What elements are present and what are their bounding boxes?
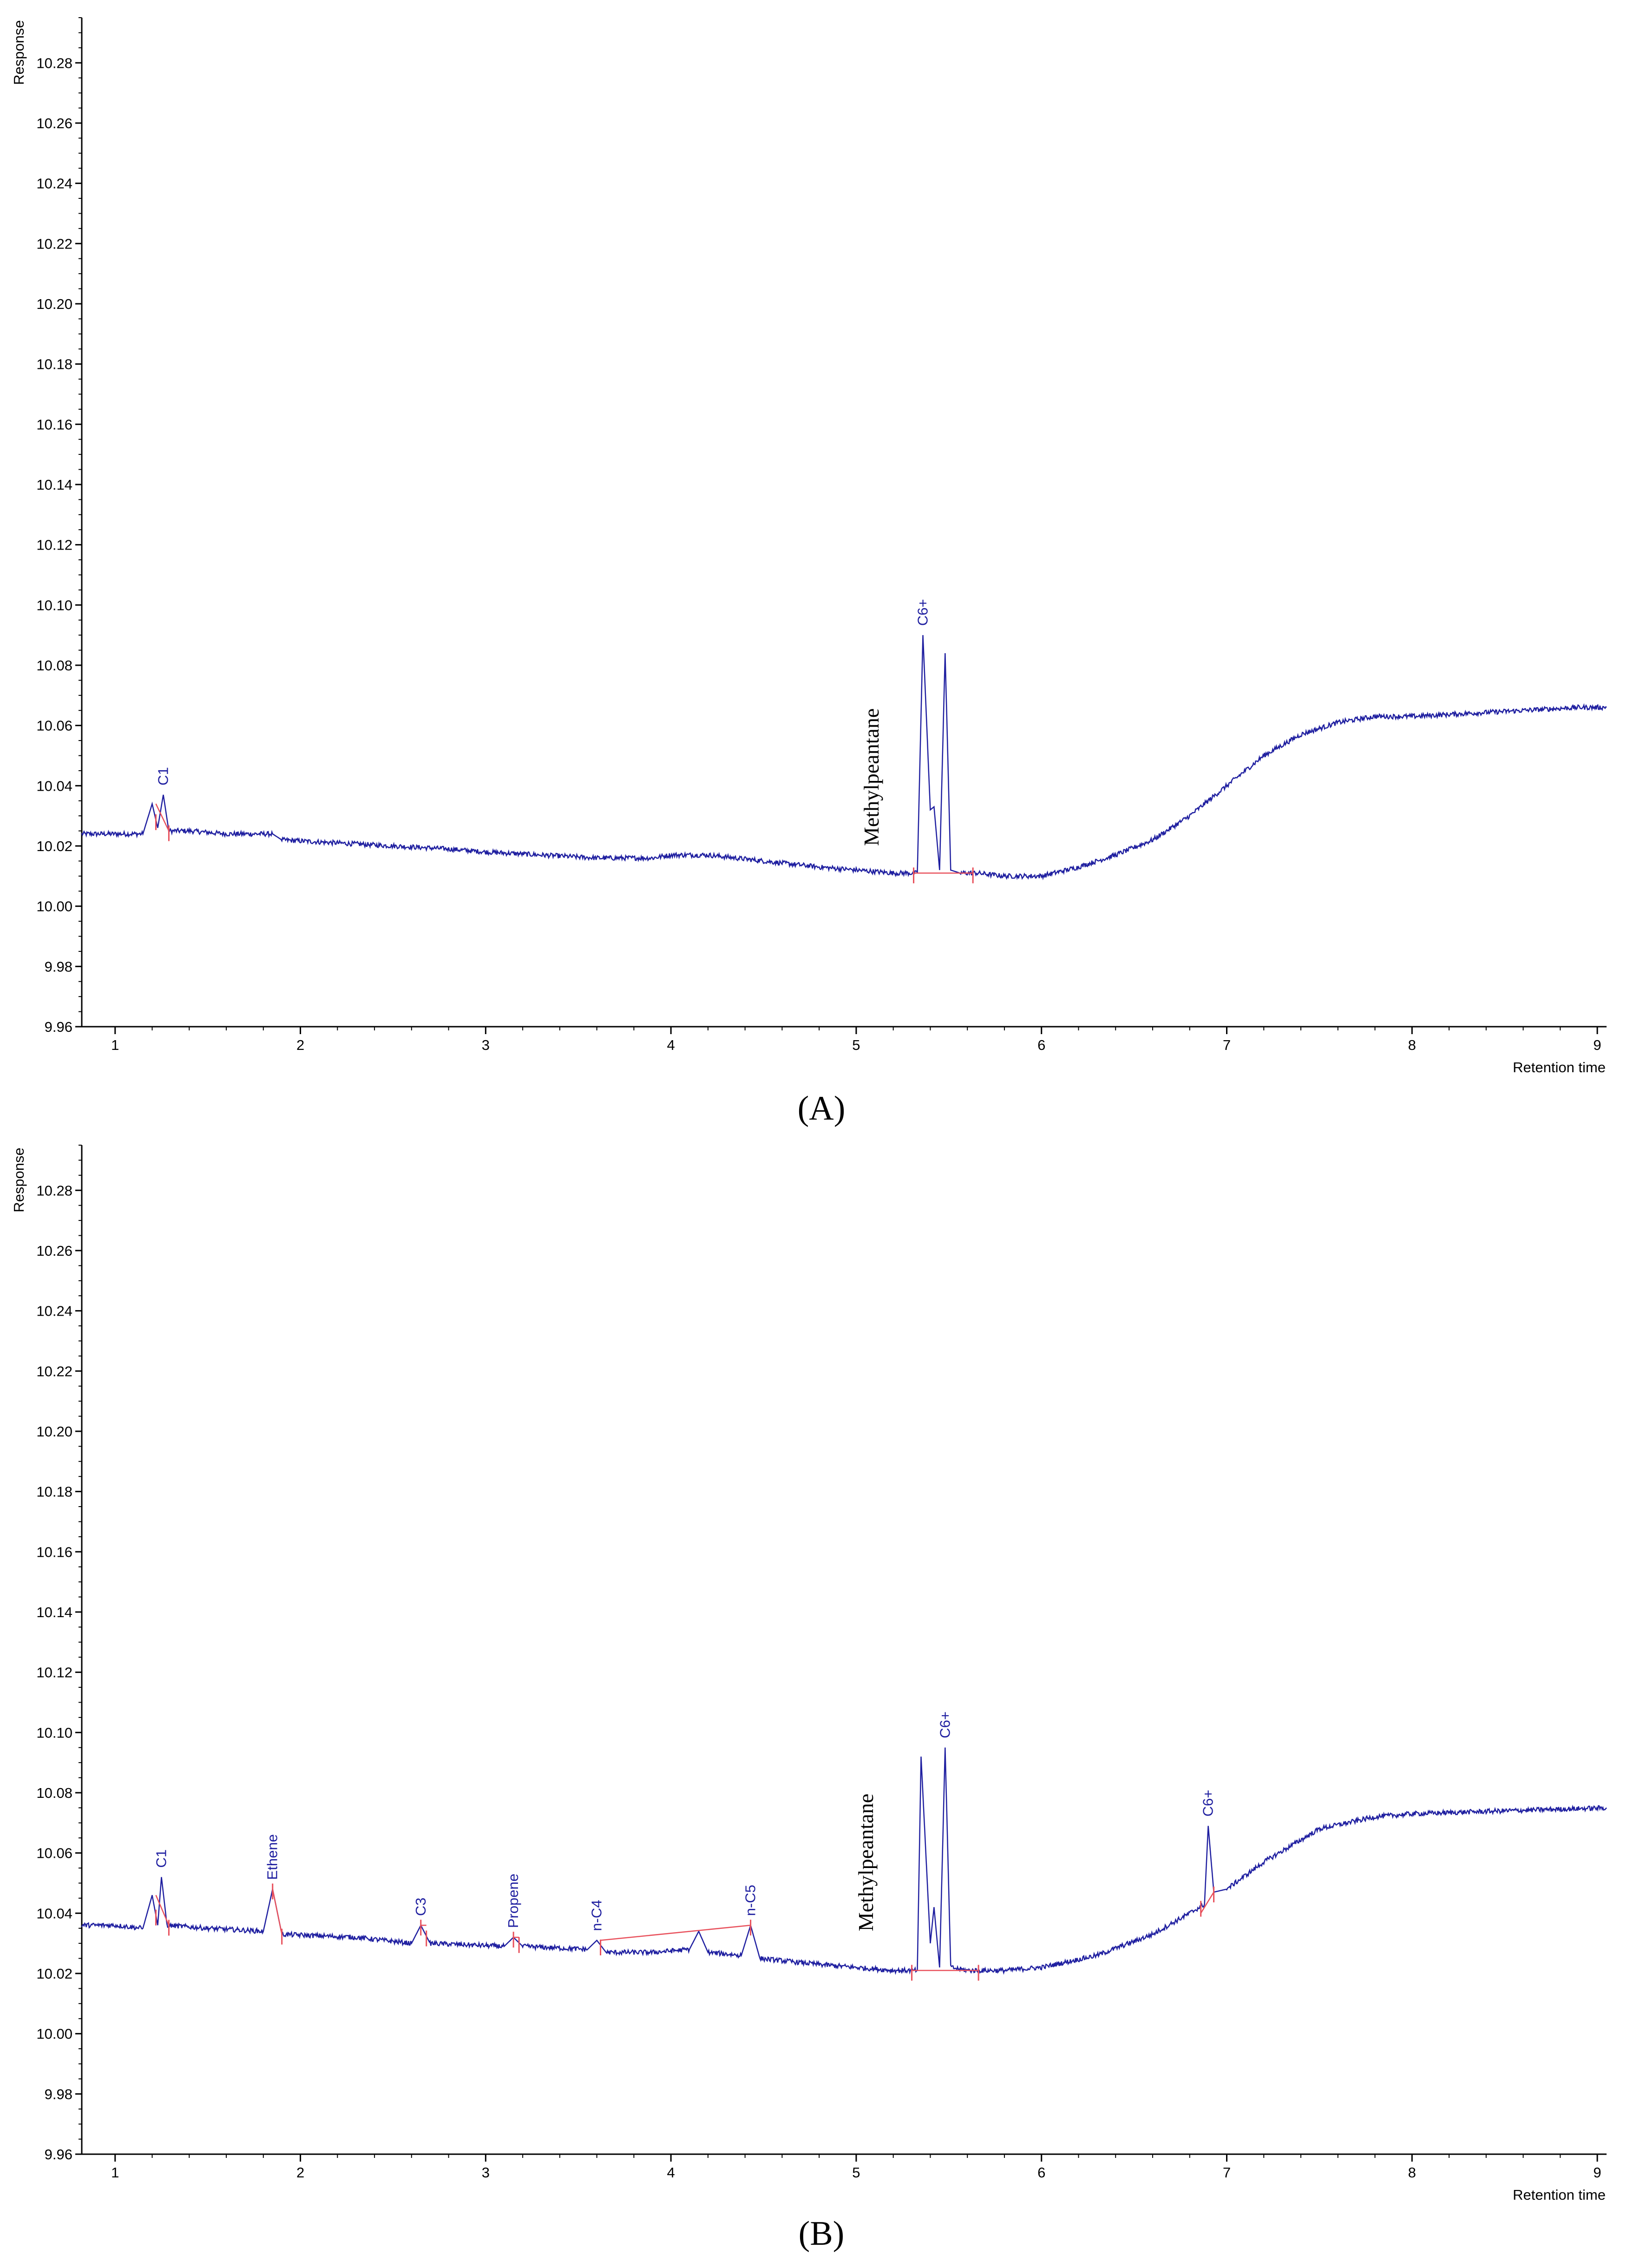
x-tick-label: 7 <box>1223 2164 1231 2181</box>
chart-panel-a: 9.96 9.98 10.00 10.02 10.04 10.06 10.08 10.10 10… <box>11 17 1607 1127</box>
y-tick-label: 10.26 <box>36 1243 72 1259</box>
x-tick-label: 3 <box>482 2164 490 2181</box>
y-tick-label: 10.06 <box>36 1845 72 1862</box>
y-tick-label: 10.18 <box>36 356 72 373</box>
y-tick-label: 10.22 <box>36 1363 72 1379</box>
x-tick-label: 5 <box>852 1037 860 1053</box>
panel-caption: (B) <box>799 2215 845 2253</box>
peak-label: C6+ <box>937 1711 953 1738</box>
y-tick-label: 10.28 <box>36 55 72 71</box>
y-tick-label: 10.06 <box>36 718 72 734</box>
chart-panel-b: 9.96 9.98 10.00 10.02 10.04 10.06 10.08 10.10 10… <box>11 1145 1607 2253</box>
integration-baseline <box>155 1894 170 1926</box>
panel-caption: (A) <box>798 1089 846 1127</box>
y-tick-label: 10.14 <box>36 477 72 493</box>
x-tick-label: 6 <box>1037 2164 1045 2181</box>
x-tick-label: 4 <box>667 1037 675 1053</box>
x-tick-label: 9 <box>1593 2164 1601 2181</box>
peak-label: C1 <box>153 1849 169 1868</box>
peak-label: n-C5 <box>742 1885 759 1916</box>
y-tick-label: 10.22 <box>36 236 72 252</box>
x-tick-label: 5 <box>852 2164 860 2181</box>
y-axis-title: Response <box>11 1147 27 1213</box>
y-tick-label: 10.00 <box>36 898 72 915</box>
x-tick-label: 8 <box>1408 1037 1416 1053</box>
chromatogram-trace <box>81 1747 1607 1975</box>
y-tick-label: 9.98 <box>45 958 72 975</box>
y-tick-label: 10.20 <box>36 1423 72 1440</box>
y-tick-label: 9.96 <box>45 1019 72 1035</box>
y-tick-label: 10.02 <box>36 838 72 854</box>
x-axis-title: Retention time <box>1513 2187 1606 2203</box>
y-axis-title: Response <box>11 20 27 85</box>
y-tick-label: 10.12 <box>36 1665 72 1681</box>
x-tick-label: 1 <box>111 1037 119 1053</box>
y-tick-label: 9.98 <box>45 2086 72 2102</box>
integration-baseline <box>272 1889 282 1934</box>
peak-label: n-C4 <box>589 1900 605 1931</box>
compound-annotation: Methylpeantane <box>854 1794 878 1931</box>
y-tick-label: 10.20 <box>36 296 72 312</box>
y-tick-label: 10.16 <box>36 1544 72 1560</box>
y-tick-label: 10.24 <box>36 176 72 192</box>
peak-label: Ethene <box>264 1834 281 1880</box>
y-tick-label: 10.08 <box>36 1785 72 1801</box>
y-tick-label: 10.10 <box>36 597 72 613</box>
y-tick-label: 10.00 <box>36 2026 72 2042</box>
chromatogram-trace <box>81 635 1607 880</box>
y-tick-label: 10.08 <box>36 657 72 674</box>
x-tick-label: 7 <box>1223 1037 1231 1053</box>
x-tick-label: 4 <box>667 2164 675 2181</box>
x-tick-label: 8 <box>1408 2164 1416 2181</box>
y-tick-label: 10.24 <box>36 1303 72 1319</box>
x-tick-label: 3 <box>482 1037 490 1053</box>
y-tick-label: 10.04 <box>36 1905 72 1921</box>
y-tick-label: 10.16 <box>36 416 72 433</box>
y-tick-label: 10.04 <box>36 778 72 794</box>
y-tick-label: 10.26 <box>36 115 72 131</box>
peak-label: C3 <box>413 1898 429 1916</box>
y-tick-label: 10.14 <box>36 1604 72 1620</box>
y-tick-label: 9.96 <box>45 2146 72 2163</box>
y-tick-label: 10.18 <box>36 1484 72 1500</box>
integration-baseline <box>600 1925 751 1941</box>
x-tick-label: 6 <box>1037 1037 1045 1053</box>
x-axis-title: Retention time <box>1513 1059 1606 1075</box>
y-tick-label: 10.10 <box>36 1724 72 1741</box>
peak-label: C1 <box>155 767 171 786</box>
peak-label: C6+ <box>1200 1790 1216 1817</box>
integration-baseline <box>155 803 170 832</box>
peak-label: Propene <box>505 1874 521 1928</box>
x-tick-label: 9 <box>1593 1037 1601 1053</box>
integration-baseline <box>1200 1892 1214 1914</box>
y-tick-label: 10.12 <box>36 537 72 553</box>
y-tick-label: 10.28 <box>36 1182 72 1199</box>
x-tick-label: 2 <box>296 1037 304 1053</box>
y-tick-label: 10.02 <box>36 1966 72 1982</box>
x-tick-label: 2 <box>296 2164 304 2181</box>
x-tick-label: 1 <box>111 2164 119 2181</box>
peak-label: C6+ <box>914 599 931 626</box>
compound-annotation: Methylpeantane <box>859 708 883 846</box>
